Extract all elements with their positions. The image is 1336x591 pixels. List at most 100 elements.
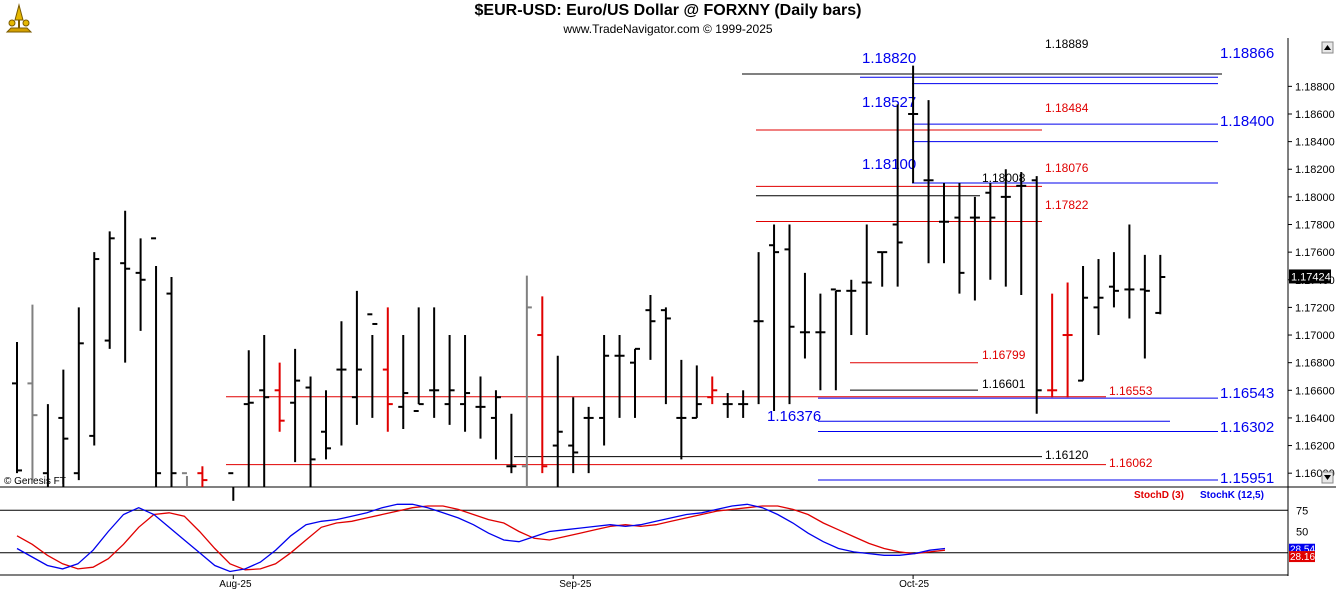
ohlc-bar (181, 472, 188, 487)
level-label-black: 1.18889 (1045, 37, 1089, 51)
price-tick-label: 1.16600 (1295, 385, 1335, 397)
last-price-label: 1.17424 (1291, 271, 1331, 283)
stoch-line-d (16, 505, 946, 571)
ohlc-bar (630, 347, 640, 418)
price-tick-label: 1.17800 (1295, 220, 1335, 232)
bars-layer (12, 65, 1166, 501)
level-label-black: 1.16601 (982, 377, 1026, 391)
level-label-blue: 1.18820 (862, 50, 916, 67)
ohlc-bar (367, 313, 378, 418)
price-tick-label: 1.17200 (1295, 302, 1335, 314)
stochd-value-label: 28.16 (1290, 552, 1315, 563)
date-axis: Aug-25 Sep-25 Oct-25 (219, 575, 930, 590)
ohlc-bar (1000, 169, 1011, 287)
ohlc-bar (1031, 176, 1042, 414)
ohlc-bar (769, 224, 780, 412)
ohlc-bar (321, 390, 331, 460)
ohlc-bar (583, 406, 594, 474)
price-tick-label: 1.16800 (1295, 358, 1335, 370)
ohlc-bar (305, 376, 316, 487)
level-label-black: 1.18008 (982, 171, 1026, 185)
ohlc-bar (738, 390, 749, 418)
date-tick-label: Sep-25 (559, 579, 592, 590)
ohlc-bar (707, 376, 718, 405)
ohlc-bar (444, 335, 455, 425)
ohlc-bar (552, 355, 563, 487)
ohlc-bar (1139, 254, 1150, 359)
level-label-red: 1.16062 (1109, 456, 1153, 470)
ohlc-bar (599, 335, 610, 446)
scroll-arrow-up[interactable] (1321, 41, 1334, 54)
ohlc-bar (1155, 254, 1166, 315)
level-label-black: 1.16120 (1045, 448, 1089, 462)
level-label-blue: 1.16543 (1220, 385, 1274, 402)
stoch-legend-item: StochK (12,5) (1200, 490, 1264, 501)
ohlc-bar (1124, 224, 1135, 319)
levels-layer: 1.18889 1.18866 1.18820 1.18527 1.18484 1.184… (226, 37, 1274, 487)
ohlc-bar (892, 104, 903, 287)
ohlc-bar (506, 413, 517, 474)
ohlc-bar (228, 472, 235, 501)
level-label-blue: 1.16376 (767, 408, 821, 425)
ohlc-bar (42, 404, 49, 487)
ohlc-bar (89, 252, 100, 446)
ohlc-bar (939, 183, 949, 264)
level-label-red: 1.18076 (1045, 161, 1089, 175)
ohlc-bar (1047, 293, 1058, 398)
stoch-tick-label: 50 (1296, 527, 1308, 539)
ohlc-bar (691, 365, 702, 419)
level-label-blue: 1.18866 (1220, 45, 1274, 62)
level-label-blue: 1.18100 (862, 156, 916, 173)
ohlc-bar (351, 290, 362, 425)
ohlc-bar (753, 252, 764, 405)
stochk-value-label: 28.54 (1290, 545, 1315, 556)
chart-subtitle: www.TradeNavigator.com © 1999-2025 (563, 22, 773, 36)
ohlc-bar (846, 279, 857, 336)
date-tick-label: Aug-25 (219, 579, 252, 590)
price-panel (0, 38, 1288, 487)
ohlc-bar (429, 307, 440, 418)
ohlc-bar (336, 321, 347, 446)
ohlc-bar (908, 65, 919, 184)
price-tick-label: 1.18600 (1295, 109, 1335, 121)
price-tick-label: 1.18000 (1295, 192, 1335, 204)
chart-title: $EUR-USD: Euro/US Dollar @ FORXNY (Daily… (474, 2, 862, 19)
ohlc-bar (645, 294, 656, 360)
last-price-tag (1289, 269, 1331, 284)
level-label-red: 1.17822 (1045, 198, 1089, 212)
ohlc-bar (614, 335, 625, 418)
ohlc-bar (784, 224, 795, 405)
ohlc-bar (12, 341, 22, 474)
ohlc-bar (460, 335, 471, 432)
stoch-line-k (16, 503, 946, 573)
ohlc-bar (166, 277, 177, 487)
ohlc-bar (58, 369, 69, 487)
ohlc-bar (954, 183, 965, 294)
ohlc-bar (676, 359, 687, 460)
ohlc-bar (197, 466, 208, 487)
price-tick-label: 1.18200 (1295, 164, 1335, 176)
ohlc-bar (537, 296, 548, 474)
ohlc-bar (120, 210, 131, 363)
ohlc-bar (104, 231, 115, 349)
chart-header: $EUR-USD: Euro/US Dollar @ FORXNY (Daily… (0, 0, 1336, 38)
ohlc-bar (1093, 259, 1104, 336)
ohlc-bar (1062, 282, 1073, 398)
ohlc-bar (568, 397, 579, 474)
ohlc-bar (521, 275, 532, 487)
scroll-arrow-down[interactable] (1321, 471, 1334, 484)
copyright-tag: © Genesis FT (4, 476, 66, 487)
date-tick-label: Oct-25 (899, 579, 929, 590)
ohlc-bar (1078, 265, 1089, 382)
ohlc-bar (815, 293, 826, 391)
ohlc-bar (27, 304, 38, 481)
ohlc-bar (1108, 252, 1119, 308)
ohlc-bar (290, 348, 301, 463)
ohlc-bar (135, 238, 146, 331)
level-label-red: 1.16799 (982, 348, 1026, 362)
level-label-blue: 1.15951 (1220, 470, 1274, 487)
stochd-value-tag (1289, 551, 1315, 563)
price-axis-ticks: 1.18800 1.18600 1.18400 1.18200 1.18000 1.178… (1288, 81, 1335, 480)
ohlc-bar (490, 390, 501, 460)
